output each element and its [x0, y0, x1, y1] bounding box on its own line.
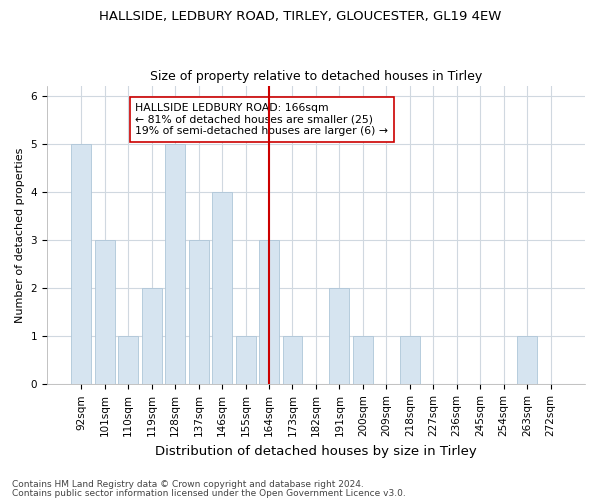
- Bar: [259, 240, 279, 384]
- Bar: [283, 336, 302, 384]
- Bar: [142, 288, 161, 384]
- Bar: [212, 192, 232, 384]
- Bar: [329, 288, 349, 384]
- Bar: [188, 240, 209, 384]
- X-axis label: Distribution of detached houses by size in Tirley: Distribution of detached houses by size …: [155, 444, 477, 458]
- Bar: [236, 336, 256, 384]
- Bar: [71, 144, 91, 384]
- Y-axis label: Number of detached properties: Number of detached properties: [15, 148, 25, 323]
- Text: HALLSIDE LEDBURY ROAD: 166sqm
← 81% of detached houses are smaller (25)
19% of s: HALLSIDE LEDBURY ROAD: 166sqm ← 81% of d…: [135, 103, 388, 136]
- Text: Contains public sector information licensed under the Open Government Licence v3: Contains public sector information licen…: [12, 488, 406, 498]
- Bar: [400, 336, 420, 384]
- Title: Size of property relative to detached houses in Tirley: Size of property relative to detached ho…: [150, 70, 482, 84]
- Bar: [118, 336, 138, 384]
- Text: HALLSIDE, LEDBURY ROAD, TIRLEY, GLOUCESTER, GL19 4EW: HALLSIDE, LEDBURY ROAD, TIRLEY, GLOUCEST…: [99, 10, 501, 23]
- Text: Contains HM Land Registry data © Crown copyright and database right 2024.: Contains HM Land Registry data © Crown c…: [12, 480, 364, 489]
- Bar: [95, 240, 115, 384]
- Bar: [165, 144, 185, 384]
- Bar: [517, 336, 537, 384]
- Bar: [353, 336, 373, 384]
